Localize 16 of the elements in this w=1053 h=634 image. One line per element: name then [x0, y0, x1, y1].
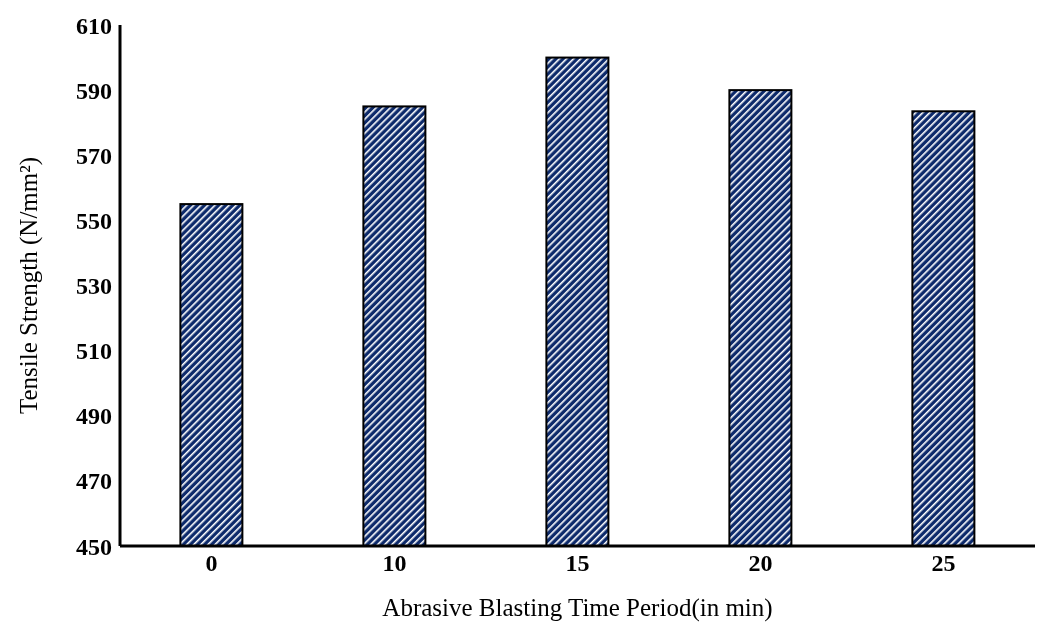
- x-tick-label: 0: [205, 550, 218, 577]
- y-tick-label: 610: [76, 12, 112, 39]
- x-tick-label: 15: [565, 550, 590, 577]
- y-tick-label: 510: [76, 338, 112, 365]
- x-axis-title: Abrasive Blasting Time Period(in min): [382, 594, 773, 622]
- x-tick-label: 20: [748, 550, 773, 577]
- y-tick-label: 590: [76, 77, 112, 104]
- y-axis-title: Tensile Strength (N/mm²): [14, 156, 43, 415]
- y-tick-label: 530: [76, 273, 112, 300]
- y-tick-label: 570: [76, 142, 112, 169]
- y-tick-label: 490: [76, 403, 112, 430]
- y-tick-label: 550: [76, 207, 112, 234]
- x-tick-label: 25: [931, 550, 956, 577]
- x-tick-label: 10: [382, 550, 407, 577]
- y-tick-label: 470: [76, 468, 112, 495]
- y-tick-label: 450: [76, 533, 112, 560]
